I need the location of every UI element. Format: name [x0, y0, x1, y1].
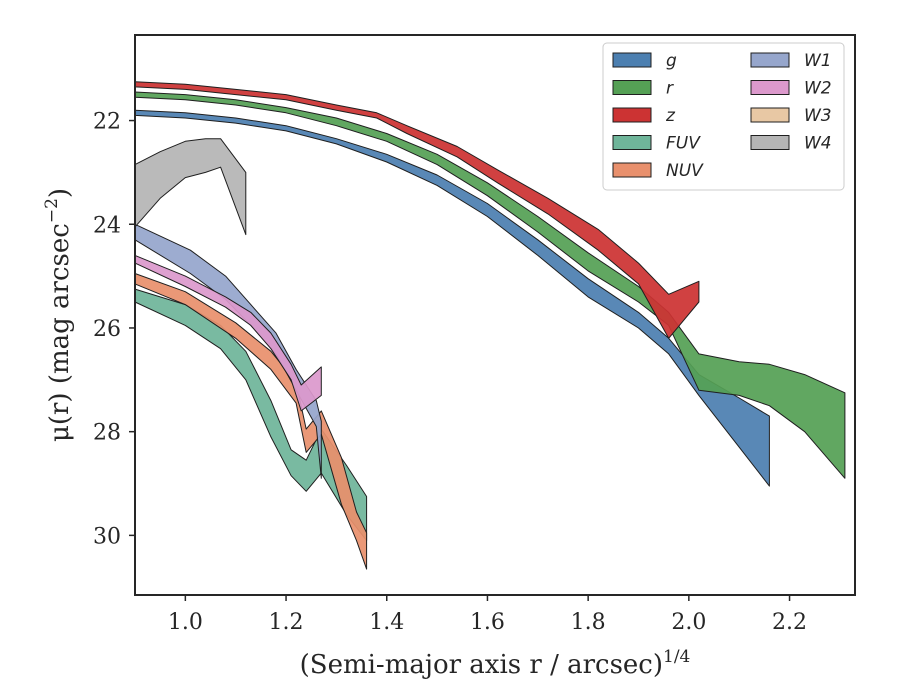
y-axis-label-main: μ(r) (mag arcsec [45, 223, 75, 442]
legend-swatch-w4 [750, 135, 790, 150]
band-w4 [134, 138, 247, 236]
band-g [134, 109, 770, 487]
legend-label-fuv: FUV [666, 134, 701, 154]
y-axis-label: μ(r) (mag arcsec−2) [42, 188, 75, 442]
band-layer [134, 81, 846, 570]
x-tick-label: 2.0 [671, 610, 706, 635]
legend-label-w1: W1 [804, 51, 832, 71]
legend-swatch-w3 [750, 107, 790, 123]
legend-label-g: g [666, 51, 677, 71]
x-axis-label-exponent: 1/4 [663, 647, 690, 667]
legend-swatch-w2 [750, 80, 790, 95]
y-axis: 22 24 26 28 30 [93, 110, 135, 549]
legend-label-w4: W4 [804, 134, 832, 154]
band-r [134, 91, 846, 479]
x-tick-label: 1.6 [470, 610, 505, 635]
legend: grz FUV NUV W1 W2 W3 W4 [602, 42, 845, 191]
legend-label-r: r [666, 79, 674, 99]
x-tick-label: 1.2 [269, 610, 304, 635]
legend-label-w2: W2 [804, 79, 832, 99]
x-axis-label-main: (Semi-major axis r / arcsec) [300, 650, 663, 680]
legend-swatch-g [612, 52, 652, 68]
y-axis-label-close: ) [45, 188, 75, 198]
band-z [134, 81, 700, 339]
plot-frame [134, 34, 856, 596]
legend-box [602, 42, 845, 191]
y-tick-label: 24 [93, 213, 121, 238]
x-tick-label: 1.0 [168, 610, 203, 635]
y-tick-label: 22 [93, 110, 121, 135]
legend-swatch-fuv [612, 135, 652, 150]
y-tick-label: 28 [93, 421, 121, 446]
legend-label-nuv: NUV [666, 161, 704, 181]
legend-swatch-z [612, 107, 652, 123]
band-w2 [134, 254, 322, 412]
legend-label-w3: W3 [804, 106, 832, 126]
x-tick-label: 1.8 [571, 610, 606, 635]
legend-swatch-r [612, 80, 652, 95]
x-tick-label: 1.4 [369, 610, 404, 635]
legend-swatch-w1 [750, 52, 790, 68]
band-fuv [134, 288, 368, 542]
y-axis-label-exponent: −2 [42, 198, 62, 223]
legend-label-z: z [665, 106, 676, 126]
y-tick-label: 30 [93, 524, 121, 549]
legend-swatch-nuv [612, 162, 652, 178]
y-tick-label: 26 [93, 317, 121, 342]
x-axis: 1.0 1.2 1.4 1.6 1.8 2.0 2.2 [168, 595, 807, 635]
x-tick-label: 2.2 [772, 610, 807, 635]
x-axis-label: (Semi-major axis r / arcsec)1/4 [300, 647, 691, 680]
